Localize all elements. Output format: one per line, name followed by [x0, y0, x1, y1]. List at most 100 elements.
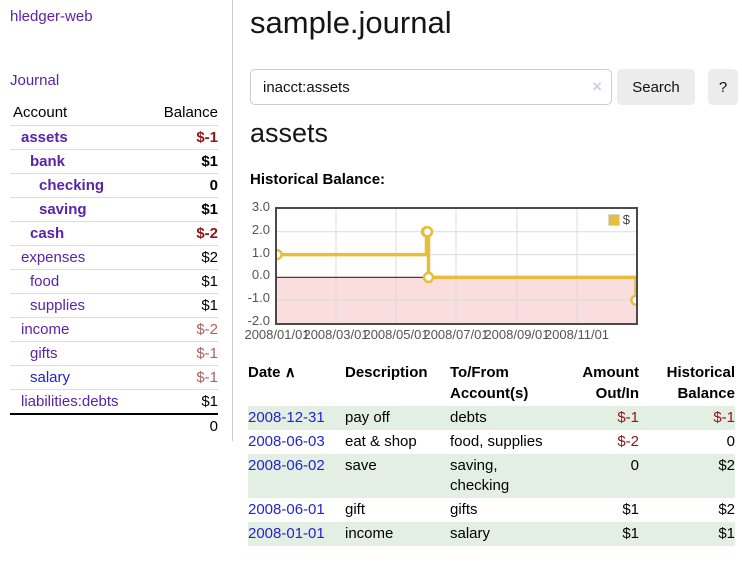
sidebar: hledger-web Journal Account Balance asse… — [0, 0, 233, 441]
account-link-assets[interactable]: assets — [21, 128, 68, 146]
transaction-accounts: gifts — [450, 501, 478, 518]
transaction-balance: $1 — [718, 525, 735, 542]
accounts-total-row: 0 — [10, 412, 218, 438]
account-balance: $2 — [148, 244, 218, 269]
search-input[interactable] — [250, 69, 612, 105]
chart-y-axis-labels: 3.0 2.0 1.0 0.0 -1.0 -2.0 — [234, 199, 270, 328]
transaction-balance: 0 — [726, 433, 735, 450]
account-row-checking: checking 0 — [10, 172, 218, 197]
account-link-liabilities-debts[interactable]: liabilities:debts — [21, 392, 119, 410]
transaction-accounts: salary — [450, 525, 491, 542]
account-balance: $1 — [148, 196, 218, 221]
y-axis-tick-label: -1.0 — [247, 290, 270, 306]
clear-search-icon[interactable]: × — [592, 77, 602, 96]
account-row-salary: salary $-1 — [10, 364, 218, 389]
register-header-row: Date ∧ Description To/From Account(s) Am… — [248, 361, 735, 406]
account-link-supplies[interactable]: supplies — [30, 296, 86, 314]
account-link-income[interactable]: income — [21, 320, 70, 338]
transaction-amount: $1 — [622, 501, 639, 518]
y-axis-tick-label: -2.0 — [247, 313, 270, 328]
search-button[interactable]: Search — [617, 69, 695, 105]
account-link-food[interactable]: food — [30, 272, 60, 290]
transaction-description: gift — [345, 501, 366, 518]
page-title: sample.journal — [250, 5, 452, 40]
register-row: 2008-06-02 save saving, checking 0 $2 — [248, 454, 735, 498]
y-axis-tick-label: 0.0 — [251, 267, 270, 283]
transaction-date-link[interactable]: 2008-06-02 — [248, 457, 325, 474]
account-link-cash[interactable]: cash — [30, 224, 65, 242]
register-header-date[interactable]: Date ∧ — [248, 361, 345, 406]
chart-x-axis-labels: 2008/01/01 2008/03/01 2008/05/01 2008/07/01… — [244, 327, 636, 343]
sidebar-item-journal[interactable]: Journal — [10, 72, 60, 89]
chart-canvas — [277, 209, 636, 323]
transaction-date-link[interactable]: 2008-06-01 — [248, 501, 325, 518]
transaction-balance: $-1 — [713, 409, 735, 426]
y-axis-tick-label: 1.0 — [251, 244, 270, 260]
account-balance: $1 — [148, 388, 218, 414]
transaction-amount: $1 — [622, 525, 639, 542]
account-row-assets: assets $-1 — [10, 124, 218, 149]
account-balance: 0 — [148, 172, 218, 197]
transaction-accounts: saving, checking — [450, 457, 510, 494]
account-balance: $-1 — [148, 340, 218, 365]
transaction-balance: $2 — [718, 501, 735, 518]
account-link-salary[interactable]: salary — [30, 368, 71, 386]
register-row: 2008-12-31 pay off debts $-1 $-1 — [248, 406, 735, 430]
x-axis-tick-label: 2008/03/01 — [303, 327, 369, 342]
account-balance: $1 — [148, 292, 218, 317]
account-row-expenses: expenses $2 — [10, 244, 218, 269]
account-row-supplies: supplies $1 — [10, 292, 218, 317]
x-axis-tick-label: 2008/11/01 — [544, 327, 610, 342]
account-balance: $-2 — [148, 220, 218, 245]
account-balance: $-1 — [148, 364, 218, 389]
legend-label: $ — [622, 212, 630, 227]
historical-balance-chart: 3.0 2.0 1.0 0.0 -1.0 -2.0 $ 2008/01/01 2008/03… — [234, 199, 742, 349]
accounts-header-balance: Balance — [163, 104, 218, 122]
register-header-balance: Historical Balance — [666, 364, 735, 402]
account-balance: $-1 — [148, 124, 218, 149]
y-axis-tick-label: 3.0 — [251, 199, 270, 214]
x-axis-tick-label: 2008/07/01 — [423, 327, 489, 342]
accounts-header-account: Account — [13, 104, 68, 122]
transaction-description: income — [345, 525, 394, 542]
transaction-amount: $-1 — [617, 409, 639, 426]
transaction-amount: $-2 — [617, 433, 639, 450]
account-link-expenses[interactable]: expenses — [21, 248, 86, 266]
account-row-gifts: gifts $-1 — [10, 340, 218, 365]
register-table: Date ∧ Description To/From Account(s) Am… — [248, 361, 735, 546]
accounts-table: Account Balance assets $-1 bank $1 check… — [10, 101, 218, 438]
register-header-description: Description — [345, 364, 428, 381]
account-row-income: income $-2 — [10, 316, 218, 341]
transaction-date-link[interactable]: 2008-06-03 — [248, 433, 325, 450]
transaction-accounts: food, supplies — [450, 433, 543, 450]
transaction-date-link[interactable]: 2008-12-31 — [248, 409, 325, 426]
account-balance: $-2 — [148, 316, 218, 341]
sort-by-date-link[interactable]: Date ∧ — [248, 364, 296, 381]
x-axis-tick-label: 2008/09/01 — [484, 327, 550, 342]
account-balance: $1 — [148, 268, 218, 293]
account-heading: assets — [250, 118, 329, 148]
register-row: 2008-01-01 income salary $1 $1 — [248, 522, 735, 546]
account-row-saving: saving $1 — [10, 196, 218, 221]
main-content: sample.journal × Search ? assets Histori… — [234, 0, 742, 582]
register-row: 2008-06-03 eat & shop food, supplies $-2… — [248, 430, 735, 454]
app-brand-link[interactable]: hledger-web — [10, 8, 93, 25]
chart-plot-area[interactable]: $ — [275, 207, 638, 325]
transaction-date-link[interactable]: 2008-01-01 — [248, 525, 325, 542]
account-link-checking[interactable]: checking — [39, 176, 105, 194]
transaction-description: pay off — [345, 409, 390, 426]
register-header-amount: Amount Out/In — [582, 364, 639, 402]
help-button[interactable]: ? — [708, 69, 738, 105]
account-link-saving[interactable]: saving — [39, 200, 87, 218]
account-row-bank: bank $1 — [10, 148, 218, 173]
account-link-gifts[interactable]: gifts — [30, 344, 58, 362]
account-row-cash: cash $-2 — [10, 220, 218, 245]
transaction-amount: 0 — [630, 457, 639, 474]
search-input-wrap: × — [250, 69, 612, 105]
y-axis-tick-label: 2.0 — [251, 221, 270, 237]
chart-legend: $ — [605, 211, 632, 228]
accounts-header-row: Account Balance — [10, 101, 218, 125]
register-header-account: To/From Account(s) — [450, 364, 529, 402]
x-axis-tick-label: 2008/01/01 — [244, 327, 310, 342]
account-link-bank[interactable]: bank — [30, 152, 66, 170]
